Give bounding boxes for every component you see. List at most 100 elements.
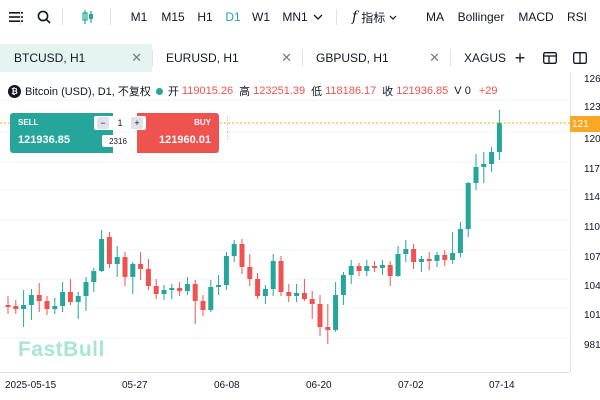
candle-body[interactable] <box>387 265 393 276</box>
candle-body[interactable] <box>255 279 261 296</box>
candle-body[interactable] <box>122 257 128 277</box>
layout-icon[interactable] <box>540 44 560 72</box>
candle-body[interactable] <box>28 295 34 305</box>
candle-body[interactable] <box>309 299 315 304</box>
tab-btcusd[interactable]: BTCUSD, H1 ✕ <box>0 44 152 72</box>
candle-body[interactable] <box>426 259 432 261</box>
candle-body[interactable] <box>442 255 448 260</box>
candle-body[interactable] <box>138 264 144 269</box>
candle-body[interactable] <box>301 293 307 299</box>
candle-body[interactable] <box>239 244 245 267</box>
quantity-stepper[interactable]: − 1 + <box>94 116 146 130</box>
candle-body[interactable] <box>231 244 237 256</box>
candle-body[interactable] <box>496 123 502 152</box>
close-icon[interactable]: ✕ <box>281 50 292 65</box>
candlestick-chart[interactable] <box>0 72 570 372</box>
study-ma-button[interactable]: MA <box>426 10 444 24</box>
timeframe-w1-button[interactable]: W1 <box>252 10 270 24</box>
candle-body[interactable] <box>153 286 159 294</box>
candle-body[interactable] <box>130 264 136 277</box>
candle-body[interactable] <box>36 295 42 301</box>
tab-gbpusd[interactable]: GBPUSD, H1 ✕ <box>302 44 450 72</box>
study-rsi-button[interactable]: RSI <box>566 10 587 24</box>
candle-body[interactable] <box>473 167 479 183</box>
timeframe-h1-button[interactable]: H1 <box>197 10 213 24</box>
candle-body[interactable] <box>114 257 120 264</box>
candle-body[interactable] <box>395 254 401 276</box>
increment-button[interactable]: + <box>130 117 143 129</box>
drag-handle-icon[interactable]: ⋮ ⋮ ⋮ <box>223 115 232 141</box>
candle-body[interactable] <box>286 292 292 296</box>
quantity-value[interactable]: 1 <box>117 118 123 128</box>
candle-body[interactable] <box>465 183 471 229</box>
candle-body[interactable] <box>294 293 300 296</box>
candle-body[interactable] <box>333 295 339 330</box>
candle-body[interactable] <box>169 288 175 290</box>
open-value: 119015.26 <box>181 85 234 97</box>
candle-body[interactable] <box>247 267 253 279</box>
candle-body[interactable] <box>161 290 167 294</box>
add-tab-icon[interactable]: + <box>514 47 526 68</box>
candle-body[interactable] <box>184 284 190 291</box>
candle-body[interactable] <box>372 266 378 268</box>
decrement-button[interactable]: − <box>97 117 109 129</box>
search-icon[interactable] <box>34 0 54 34</box>
timeframe-mn1-button[interactable]: MN1 <box>282 10 308 24</box>
candle-body[interactable] <box>192 284 198 301</box>
split-view-icon[interactable] <box>570 44 590 72</box>
candle-body[interactable] <box>208 287 214 310</box>
study-macd-button[interactable]: MACD <box>518 10 554 24</box>
candle-body[interactable] <box>270 261 276 289</box>
candle-body[interactable] <box>356 266 362 271</box>
candle-body[interactable] <box>278 261 284 292</box>
candle-body[interactable] <box>348 266 354 275</box>
candle-body[interactable] <box>364 266 370 271</box>
candle-body[interactable] <box>67 292 73 302</box>
candle-body[interactable] <box>177 288 183 291</box>
tab-eurusd[interactable]: EURUSD, H1 ✕ <box>152 44 302 72</box>
candle-body[interactable] <box>340 275 346 295</box>
tab-label: XAGUS <box>464 51 507 65</box>
candle-body[interactable] <box>216 285 222 287</box>
chevron-down-icon[interactable] <box>312 0 324 34</box>
timeframe-m1-button[interactable]: M1 <box>130 10 148 24</box>
candle-body[interactable] <box>317 304 323 327</box>
candle-body[interactable] <box>379 265 385 268</box>
candle-body[interactable] <box>200 301 206 310</box>
time-axis[interactable]: 2025-05-15 05-27 06-08 06-20 07-02 07-14 <box>0 372 570 400</box>
candle-body[interactable] <box>450 253 456 260</box>
candle-body[interactable] <box>106 237 112 264</box>
indicators-button[interactable]: f 指标 <box>352 0 416 34</box>
candle-body[interactable] <box>21 305 27 309</box>
candle-body[interactable] <box>223 256 229 285</box>
candle-body[interactable] <box>481 164 487 167</box>
candle-body[interactable] <box>145 269 151 286</box>
menu-icon[interactable] <box>6 0 26 34</box>
buy-button[interactable]: BUY 121960.01 <box>137 113 219 153</box>
close-icon[interactable]: ✕ <box>429 50 440 65</box>
candle-body[interactable] <box>44 301 50 309</box>
candle-body[interactable] <box>5 305 11 307</box>
candle-type-icon[interactable] <box>78 0 98 34</box>
candle-body[interactable] <box>489 152 495 164</box>
candle-body[interactable] <box>457 229 463 253</box>
candle-body[interactable] <box>262 289 268 296</box>
candle-body[interactable] <box>418 259 424 262</box>
candle-body[interactable] <box>411 249 417 262</box>
study-bollinger-button[interactable]: Bollinger <box>457 10 505 24</box>
timeframe-m15-button[interactable]: M15 <box>161 10 185 24</box>
candle-body[interactable] <box>99 239 105 271</box>
candle-body[interactable] <box>75 296 81 302</box>
candle-body[interactable] <box>434 255 440 261</box>
timeframe-d1-button[interactable]: D1 <box>225 10 241 24</box>
candle-body[interactable] <box>403 249 409 254</box>
candle-body[interactable] <box>60 292 66 306</box>
candle-body[interactable] <box>83 282 89 296</box>
candle-body[interactable] <box>91 271 97 282</box>
close-icon[interactable]: ✕ <box>131 50 142 65</box>
tab-xagusd[interactable]: XAGUS <box>450 44 508 72</box>
candle-body[interactable] <box>52 306 58 309</box>
candle-body[interactable] <box>13 306 19 309</box>
candle-body[interactable] <box>325 327 331 330</box>
